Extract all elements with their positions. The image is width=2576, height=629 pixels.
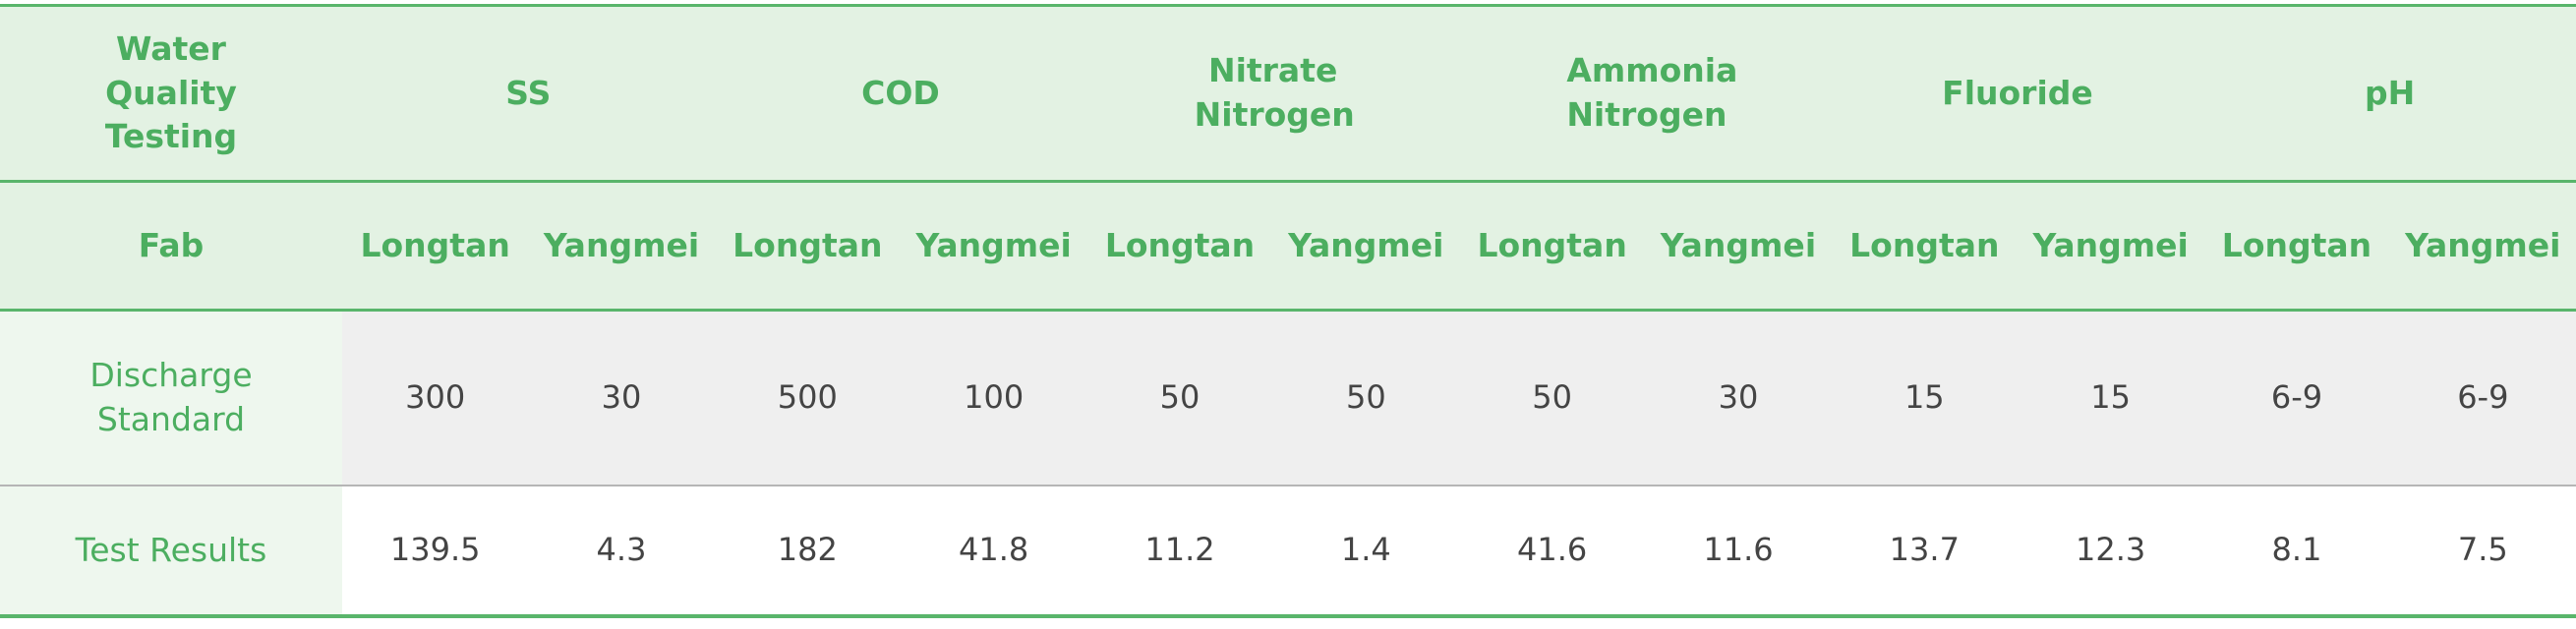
parameter-header: pH xyxy=(2203,4,2576,183)
site-header-text: Longtan xyxy=(1849,225,2000,264)
page: {"table": { "header": {"title": "Water Q… xyxy=(0,4,2576,629)
site-header: Yangmei xyxy=(900,181,1087,312)
value-cell-text: 300 xyxy=(405,378,466,417)
value-cell: 13.7 xyxy=(1831,486,2018,618)
value-cell: 4.3 xyxy=(528,486,715,618)
parameter-header-text: pH xyxy=(2365,73,2416,112)
row-label-text: Discharge Standard xyxy=(89,356,253,438)
value-cell: 139.5 xyxy=(342,486,529,618)
parameter-header-text: COD xyxy=(861,73,940,112)
site-header: Yangmei xyxy=(1272,181,1459,312)
site-header-text: Longtan xyxy=(360,225,510,264)
site-header: Yangmei xyxy=(2017,181,2204,312)
parameter-header-text: Ammonia Nitrogen xyxy=(1566,51,1738,134)
value-cell-text: 139.5 xyxy=(389,531,481,569)
parameter-header-text: Nitrate Nitrogen xyxy=(1194,51,1355,134)
data-row: Test Results 139.5 4.3 182 41.8 11.2 1.4 41.6 11… xyxy=(0,486,2576,618)
value-cell: 500 xyxy=(714,310,901,486)
parameter-header: Fluoride xyxy=(1831,4,2204,183)
value-cell-text: 15 xyxy=(2090,378,2131,417)
site-header: Yangmei xyxy=(528,181,715,312)
site-header-text: Yangmei xyxy=(2405,225,2561,264)
value-cell: 15 xyxy=(2017,310,2204,486)
header-row: Water Quality Testing SS COD Nitrate Nitrog… xyxy=(0,4,2576,183)
value-cell: 1.4 xyxy=(1272,486,1459,618)
value-cell: 11.2 xyxy=(1086,486,1273,618)
site-header: Longtan xyxy=(1458,181,1646,312)
value-cell-text: 6-9 xyxy=(2457,378,2509,417)
value-cell-text: 50 xyxy=(1159,378,1200,417)
site-header-text: Yangmei xyxy=(1288,225,1444,264)
site-header: Longtan xyxy=(2203,181,2390,312)
site-header-text: Longtan xyxy=(1104,225,1256,264)
parameter-header: Ammonia Nitrogen xyxy=(1458,4,1832,183)
parameter-header: SS xyxy=(342,4,715,183)
value-cell-text: 13.7 xyxy=(1889,531,1960,569)
value-cell-text: 41.6 xyxy=(1517,531,1588,569)
value-cell-text: 30 xyxy=(1718,378,1759,417)
row-label-text: Test Results xyxy=(75,530,267,569)
site-header: Longtan xyxy=(1831,181,2018,312)
value-cell: 6-9 xyxy=(2203,310,2390,486)
fab-label-text: Fab xyxy=(138,225,205,264)
site-header: Longtan xyxy=(1086,181,1273,312)
value-cell-text: 11.2 xyxy=(1144,531,1215,569)
data-row: Discharge Standard 300 30 500 100 50 50 50 30 15 1… xyxy=(0,310,2576,486)
value-cell: 8.1 xyxy=(2203,486,2390,618)
value-cell-text: 182 xyxy=(777,531,838,569)
value-cell-text: 6-9 xyxy=(2270,378,2323,417)
parameter-header-text: Fluoride xyxy=(1942,73,2093,112)
site-header-text: Longtan xyxy=(2221,225,2372,264)
site-header-text: Yangmei xyxy=(1660,225,1817,264)
water-quality-table: Water Quality Testing SS COD Nitrate Nitrog… xyxy=(0,4,2576,618)
value-cell: 30 xyxy=(528,310,715,486)
value-cell: 100 xyxy=(900,310,1087,486)
value-cell-text: 4.3 xyxy=(596,531,647,569)
value-cell: 41.6 xyxy=(1458,486,1646,618)
value-cell: 7.5 xyxy=(2389,486,2576,618)
value-cell-text: 12.3 xyxy=(2076,531,2146,569)
site-header-text: Yangmei xyxy=(915,225,1072,264)
row-label: Test Results xyxy=(0,486,342,618)
parameter-header: COD xyxy=(714,4,1087,183)
value-cell: 50 xyxy=(1086,310,1273,486)
value-cell-text: 100 xyxy=(964,378,1025,417)
value-cell: 12.3 xyxy=(2017,486,2204,618)
value-cell-text: 30 xyxy=(601,378,642,417)
site-header: Yangmei xyxy=(2389,181,2576,312)
value-cell-text: 1.4 xyxy=(1340,531,1391,569)
value-cell: 15 xyxy=(1831,310,2018,486)
value-cell: 11.6 xyxy=(1645,486,1832,618)
value-cell: 30 xyxy=(1645,310,1832,486)
site-header-text: Yangmei xyxy=(2032,225,2189,264)
value-cell: 50 xyxy=(1272,310,1459,486)
value-cell-text: 11.6 xyxy=(1703,531,1774,569)
header-title-text: Water Quality Testing xyxy=(104,29,238,156)
value-cell: 41.8 xyxy=(900,486,1087,618)
value-cell-text: 7.5 xyxy=(2457,531,2508,569)
parameter-header-text: SS xyxy=(505,73,552,112)
value-cell-text: 41.8 xyxy=(959,531,1029,569)
value-cell-text: 500 xyxy=(777,378,838,417)
value-cell: 6-9 xyxy=(2389,310,2576,486)
site-header-text: Longtan xyxy=(1477,225,1627,264)
value-cell-text: 50 xyxy=(1345,378,1386,417)
site-header: Longtan xyxy=(342,181,529,312)
subheader-row: Fab Longtan Yangmei Longtan Yangmei Longtan Ya… xyxy=(0,181,2576,312)
parameter-header: Nitrate Nitrogen xyxy=(1086,4,1459,183)
row-label: Discharge Standard xyxy=(0,310,342,486)
value-cell: 300 xyxy=(342,310,529,486)
value-cell-text: 50 xyxy=(1532,378,1572,417)
site-header-text: Longtan xyxy=(732,225,883,264)
fab-label: Fab xyxy=(0,181,342,312)
value-cell: 182 xyxy=(714,486,901,618)
site-header: Yangmei xyxy=(1645,181,1832,312)
header-title: Water Quality Testing xyxy=(0,4,342,183)
value-cell: 50 xyxy=(1458,310,1646,486)
value-cell-text: 8.1 xyxy=(2271,531,2322,569)
site-header-text: Yangmei xyxy=(543,225,700,264)
value-cell-text: 15 xyxy=(1903,378,1945,417)
site-header: Longtan xyxy=(714,181,901,312)
